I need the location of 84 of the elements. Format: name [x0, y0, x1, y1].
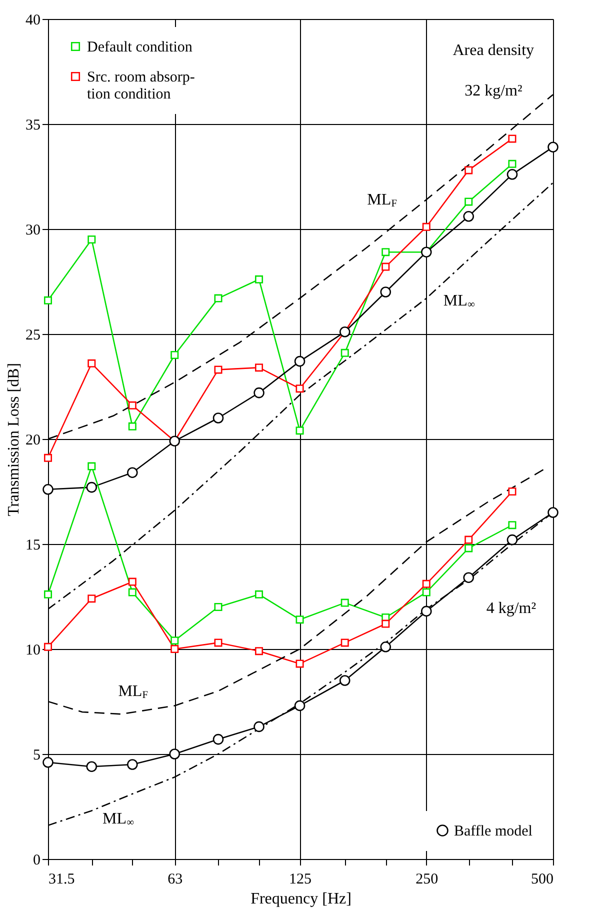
point [508, 487, 516, 496]
point [340, 348, 349, 357]
point [170, 644, 179, 654]
point [255, 275, 264, 284]
y-tick-label: 20 [26, 432, 40, 448]
point [214, 366, 222, 374]
point [44, 296, 52, 304]
annotation: ML∞ [102, 810, 135, 829]
point [464, 166, 473, 174]
y-tick-label: 25 [26, 328, 40, 344]
point [340, 598, 349, 607]
point [382, 262, 390, 271]
point [88, 594, 96, 603]
point [380, 642, 392, 652]
y-axis-title: Transmission Loss [dB] [6, 362, 22, 516]
x-tick-label: 250 [416, 872, 438, 888]
point [548, 142, 558, 152]
annotation: ML∞ [443, 292, 476, 310]
point [464, 536, 473, 544]
point [214, 294, 222, 302]
point [86, 482, 98, 493]
y-tick-label: 0 [33, 852, 40, 868]
y-tick-label: 15 [26, 538, 40, 554]
point [254, 387, 264, 398]
annotation: 32 kg/m² [464, 82, 522, 100]
point [464, 544, 473, 552]
point [128, 422, 136, 430]
y-tick-label: 35 [26, 118, 40, 134]
point [506, 169, 518, 180]
x-tick-label: 31.5 [48, 872, 75, 888]
point [128, 578, 136, 586]
point [212, 412, 224, 424]
point [464, 198, 473, 206]
point [508, 134, 516, 143]
point [508, 521, 516, 530]
point [380, 286, 392, 298]
point [127, 467, 138, 478]
annotation: Area density [452, 42, 534, 60]
point [420, 606, 432, 617]
point [422, 588, 430, 596]
legend-label: Baffle model [454, 824, 532, 840]
y-tick-label: 30 [26, 222, 40, 238]
point [170, 636, 179, 645]
point [42, 484, 54, 495]
point [170, 350, 179, 360]
point [86, 761, 98, 772]
x-tick-label: 125 [289, 872, 312, 888]
point [254, 721, 264, 732]
point [128, 588, 136, 596]
x-tick-label: 63 [168, 872, 183, 888]
point [214, 638, 222, 647]
x-tick-label: 500 [531, 872, 554, 888]
legend-label: Default condition [87, 40, 193, 56]
point [214, 602, 222, 612]
annotation: 4 kg/m² [486, 600, 536, 617]
point [88, 359, 96, 368]
point [255, 590, 264, 598]
point [44, 454, 52, 462]
point [255, 647, 264, 656]
point [340, 638, 349, 647]
point [382, 620, 390, 628]
y-tick-label: 10 [26, 642, 40, 658]
point [255, 364, 264, 372]
point [44, 590, 52, 598]
point [506, 534, 518, 546]
point [422, 222, 430, 231]
point [88, 235, 96, 244]
y-tick-label: 5 [33, 748, 40, 764]
point [128, 401, 136, 410]
point [508, 160, 516, 168]
legend-label: Src. room absorp- tion condition [87, 70, 195, 102]
point [169, 748, 180, 760]
point [422, 580, 430, 588]
point [463, 211, 474, 222]
point [339, 675, 350, 686]
point [42, 757, 54, 768]
point [548, 507, 558, 518]
point [127, 759, 138, 770]
point [212, 734, 224, 745]
point [463, 572, 474, 583]
y-tick-label: 40 [26, 12, 40, 28]
x-axis-title: Frequency [Hz] [250, 890, 352, 908]
point [382, 248, 390, 256]
point [88, 462, 96, 470]
